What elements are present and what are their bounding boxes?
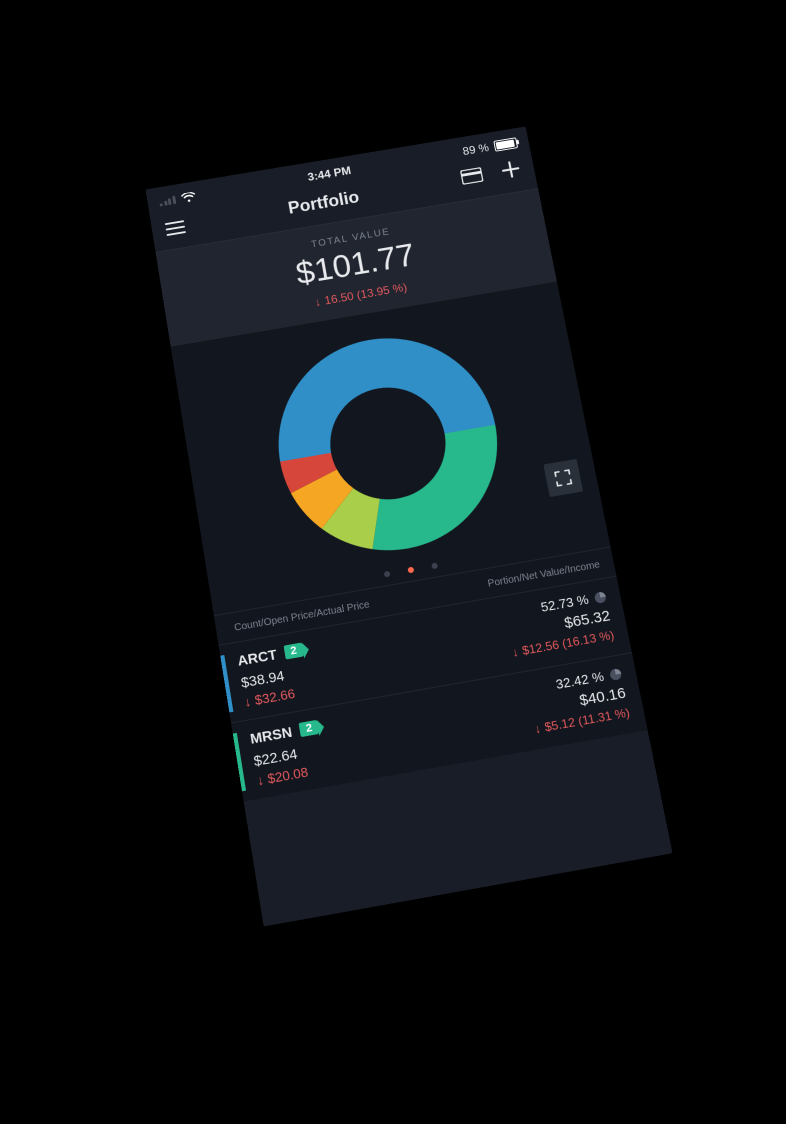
donut-slice-teal[interactable] <box>355 425 516 555</box>
pager-dot[interactable] <box>431 562 438 569</box>
wifi-icon <box>180 191 196 203</box>
down-arrow-icon: ↓ <box>533 721 542 736</box>
battery-percent: 89 % <box>462 141 490 158</box>
row-accent <box>220 655 233 712</box>
down-arrow-icon: ↓ <box>256 772 265 788</box>
down-arrow-icon: ↓ <box>314 295 322 309</box>
page-title: Portfolio <box>287 188 361 219</box>
ticker-symbol: MRSN <box>249 723 293 746</box>
pager-dot[interactable] <box>384 571 391 578</box>
count-badge: 2 <box>299 720 320 737</box>
menu-icon[interactable] <box>165 220 186 236</box>
portfolio-donut-chart <box>257 317 522 574</box>
ticker-symbol: ARCT <box>236 646 278 669</box>
plus-icon[interactable] <box>499 159 522 185</box>
pie-icon <box>608 667 622 681</box>
row-accent <box>233 733 246 791</box>
card-icon[interactable] <box>460 167 485 189</box>
phone-screen: 3:44 PM 89 % Portfolio <box>146 127 673 927</box>
status-time: 3:44 PM <box>307 164 352 184</box>
battery-icon <box>493 137 518 151</box>
down-arrow-icon: ↓ <box>511 645 520 660</box>
down-arrow-icon: ↓ <box>243 694 252 710</box>
signal-icon <box>159 195 176 207</box>
pie-icon <box>593 590 607 604</box>
expand-icon[interactable] <box>543 459 583 497</box>
pager-dot[interactable] <box>407 567 414 574</box>
count-badge: 2 <box>283 643 303 660</box>
